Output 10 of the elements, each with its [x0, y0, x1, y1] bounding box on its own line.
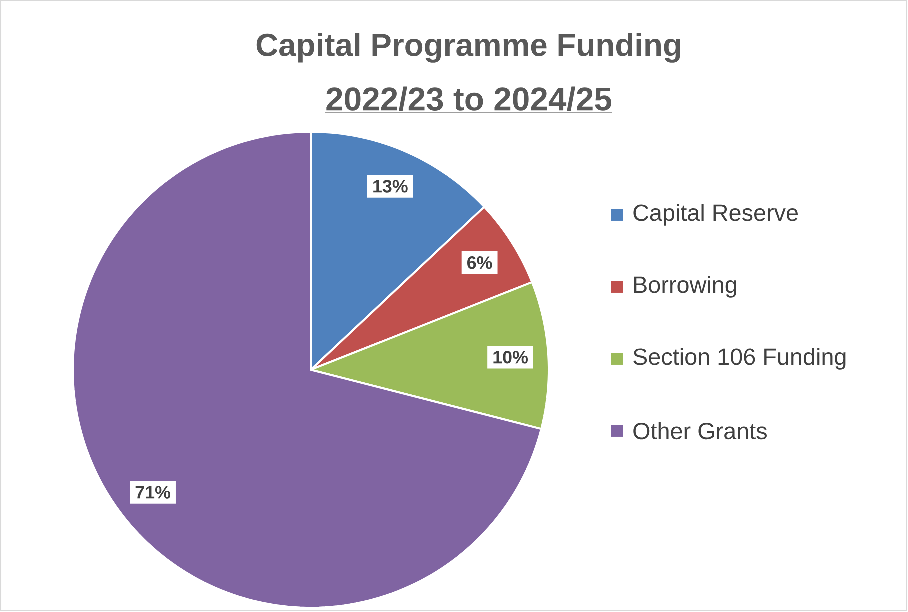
data-label: 71%	[136, 486, 171, 499]
legend-label: Other Grants	[634, 422, 767, 440]
legend-label: Section 106 Funding	[634, 348, 846, 370]
data-label: 6%	[468, 256, 492, 270]
legend-label: Capital Reserve	[634, 204, 798, 226]
chart-title: Capital Programme Funding	[256, 33, 680, 63]
legend-label: Borrowing	[634, 276, 736, 298]
data-label: 10%	[494, 351, 528, 364]
data-label: 13%	[374, 180, 408, 193]
chart-subtitle: 2022/23 to 2024/25	[326, 86, 612, 112]
